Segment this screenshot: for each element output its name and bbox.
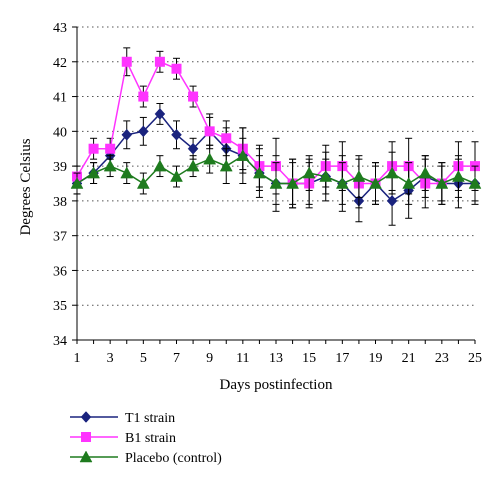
triangle-marker [352,170,366,182]
diamond-marker [154,108,166,120]
triangle-marker [335,176,349,189]
square-marker [171,63,182,74]
triangle-marker [136,176,150,189]
diamond-marker [171,128,182,141]
y-tick-label: 38 [53,195,67,210]
y-tick-label: 41 [53,91,67,106]
triangle-marker [87,166,101,179]
triangle-marker [269,176,283,189]
triangle-marker [120,166,134,179]
square-marker [204,126,215,137]
x-tick-label: 15 [302,351,316,366]
triangle-marker [70,176,84,189]
triangle-marker [385,166,399,179]
legend-entry: T1 strain [70,411,175,426]
y-tick-label: 39 [53,160,67,175]
x-tick-label: 7 [173,351,180,366]
triangle-marker [153,159,167,172]
data-series [70,47,482,226]
series-2 [70,137,482,205]
y-tick-label: 42 [53,56,67,71]
x-tick-label: 25 [468,351,482,366]
diamond-marker [187,142,199,155]
y-tick-label: 37 [53,230,67,245]
x-tick-label: 1 [74,351,81,366]
triangle-marker [435,176,449,189]
square-marker [138,91,149,102]
y-tick-label: 36 [53,264,67,279]
triangle-marker [203,152,217,165]
triangle-marker [79,450,93,463]
square-marker [105,143,116,154]
x-tick-label: 19 [369,351,383,366]
y-tick-label: 40 [53,125,67,140]
diamond-marker [386,195,398,207]
x-tick-label: 21 [402,351,416,366]
triangle-marker [369,176,382,189]
y-tick-label: 34 [53,334,67,349]
x-tick-label: 9 [206,351,213,366]
triangle-marker [302,166,316,179]
x-tick-label: 5 [140,351,147,366]
diamond-marker [121,128,133,141]
square-marker [188,91,199,102]
y-tick-label: 35 [53,299,67,314]
x-tick-label: 11 [236,351,249,366]
triangle-marker [219,159,233,172]
legend-label: B1 strain [125,431,176,446]
x-tick-label: 17 [335,351,349,366]
triangle-marker [468,176,482,189]
square-marker [81,432,91,442]
triangle-marker [252,166,266,179]
triangle-marker [319,170,333,182]
triangle-marker [402,176,416,189]
triangle-marker [236,149,250,161]
x-axis-label: Days postinfection [220,377,333,393]
y-tick-label: 43 [53,21,67,36]
triangle-marker [286,176,300,189]
legend-entry: Placebo (control) [70,450,222,466]
triangle-marker [170,170,183,182]
diamond-marker [137,125,149,138]
y-axis-label: Degrees Celsius [18,138,34,235]
legend: T1 strain B1 strain Placebo (control) [70,411,222,466]
x-tick-label: 23 [435,351,449,366]
triangle-marker [186,159,200,172]
y-tick-labels: 34 35 36 37 38 39 40 41 42 43 [53,21,67,349]
square-marker [121,56,132,67]
triangle-marker [451,170,465,182]
square-marker [221,133,232,144]
x-tick-labels: 1 3 5 7 9 11 13 15 17 19 21 23 25 [74,351,483,366]
diamond-marker [80,411,92,423]
triangle-marker [103,159,117,172]
triangle-marker [418,166,432,179]
square-marker [154,56,165,67]
x-tick-label: 3 [107,351,114,366]
square-marker [88,143,99,154]
legend-label: Placebo (control) [125,451,222,466]
legend-entry: B1 strain [70,431,176,446]
x-tick-label: 13 [269,351,283,366]
legend-label: T1 strain [125,411,175,426]
